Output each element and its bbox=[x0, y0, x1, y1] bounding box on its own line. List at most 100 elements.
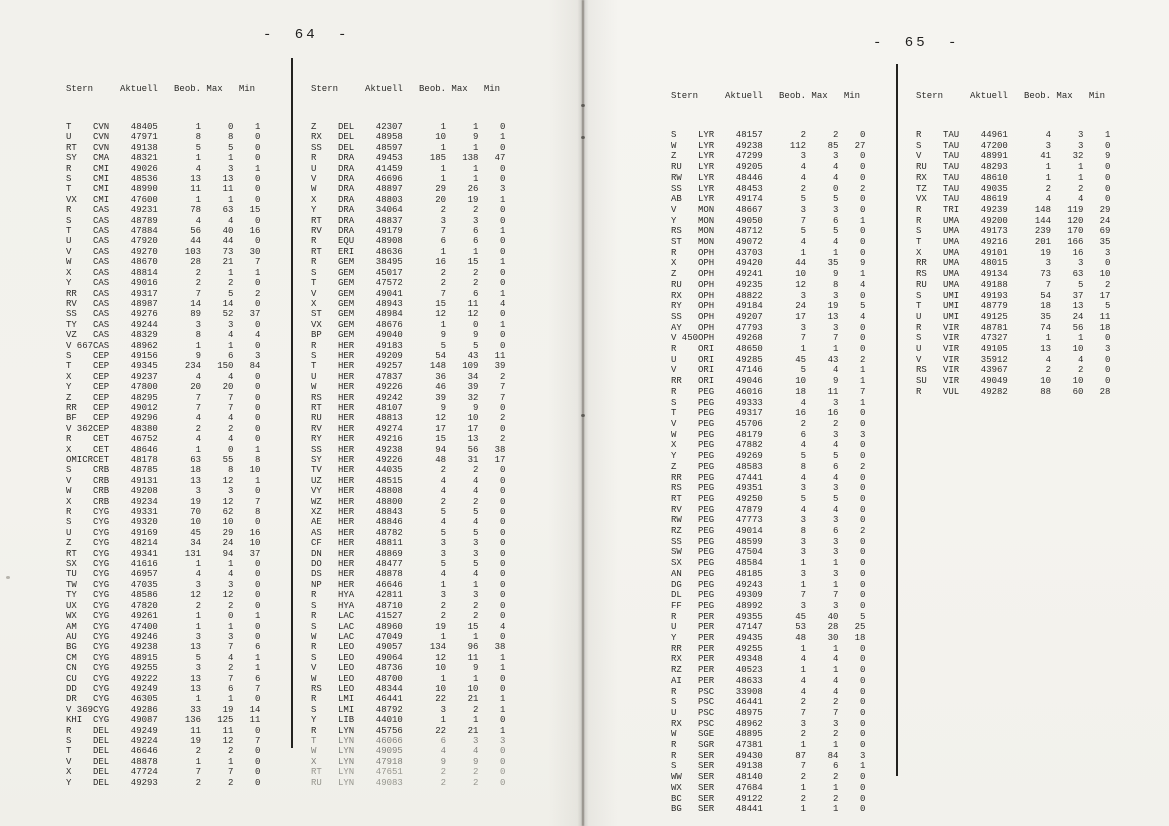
table-row: RY HER 49216 15 13 2 bbox=[311, 434, 506, 445]
table-row: RT CVN 49138 5 5 0 bbox=[66, 142, 261, 153]
table-row: VY HER 48808 4 4 0 bbox=[311, 486, 506, 497]
table-row: V CRB 49131 13 12 1 bbox=[66, 475, 261, 486]
table-row: SS OPH 49207 17 13 4 bbox=[671, 311, 866, 322]
table-row: BP GEM 49040 9 9 0 bbox=[311, 330, 506, 341]
table-row: DL PEG 49309 7 7 0 bbox=[671, 590, 866, 601]
table-row: AM CYG 47400 1 1 0 bbox=[66, 621, 261, 632]
table-row: UX CYG 47820 2 2 0 bbox=[66, 600, 261, 611]
table-row: AE HER 48846 4 4 0 bbox=[311, 517, 506, 528]
table-row: RX TAU 48610 1 1 0 bbox=[916, 172, 1111, 183]
table-row: Z CEP 48295 7 7 0 bbox=[66, 392, 261, 403]
table-row: RX PSC 48962 3 3 0 bbox=[671, 718, 866, 729]
table-row: Y PER 49435 48 30 18 bbox=[671, 633, 866, 644]
table-row: RS PEG 49351 3 3 0 bbox=[671, 483, 866, 494]
table-row: RT CYG 49341 131 94 37 bbox=[66, 548, 261, 559]
table-row: R TRI 49239 148 119 29 bbox=[916, 204, 1111, 215]
table-row: R UMA 49200 144 120 24 bbox=[916, 215, 1111, 226]
table-row: CF HER 48811 3 3 0 bbox=[311, 538, 506, 549]
table-row: T HER 49257 148 109 39 bbox=[311, 361, 506, 372]
table-row: R CET 46752 4 4 0 bbox=[66, 434, 261, 445]
table-row: TY CAS 49244 3 3 0 bbox=[66, 319, 261, 330]
table-row: S LEO 49064 12 11 1 bbox=[311, 652, 506, 663]
table-row: SY CMA 48321 1 1 0 bbox=[66, 153, 261, 164]
table-row: S CEP 49156 9 6 3 bbox=[66, 350, 261, 361]
table-row: Z DEL 42307 1 1 0 bbox=[311, 122, 506, 132]
table-row: ST GEM 48984 12 12 0 bbox=[311, 309, 506, 320]
table-row: U VIR 49105 13 10 3 bbox=[916, 344, 1111, 355]
table-row: U PER 47147 53 28 25 bbox=[671, 622, 866, 633]
table-row: RS HER 49242 39 32 7 bbox=[311, 392, 506, 403]
table-row: S SER 49138 7 6 1 bbox=[671, 761, 866, 772]
table-row: RR PEG 47441 4 4 0 bbox=[671, 472, 866, 483]
table-row: S UMA 49173 239 170 69 bbox=[916, 226, 1111, 237]
table-row: NP HER 46646 1 1 0 bbox=[311, 579, 506, 590]
table-row: Z LYR 47299 3 3 0 bbox=[671, 151, 866, 162]
table-row: T LYN 46066 6 3 3 bbox=[311, 735, 506, 746]
table-row: VX GEM 48676 1 0 1 bbox=[311, 319, 506, 330]
table-row: V MON 48667 3 3 0 bbox=[671, 204, 866, 215]
table-row: UZ HER 48515 4 4 0 bbox=[311, 475, 506, 486]
table-row: T DEL 46646 2 2 0 bbox=[66, 746, 261, 757]
table-row: R LAC 41527 2 2 0 bbox=[311, 611, 506, 622]
table-row: S HYA 48710 2 2 0 bbox=[311, 600, 506, 611]
table-row: X DEL 47724 7 7 0 bbox=[66, 767, 261, 778]
table-row: T UMA 49216 201 166 35 bbox=[916, 237, 1111, 248]
table-row: Z PEG 48583 8 6 2 bbox=[671, 461, 866, 472]
table-row: Y DEL 49293 2 2 0 bbox=[66, 777, 261, 788]
table-row: AI PER 48633 4 4 0 bbox=[671, 675, 866, 686]
table-row: S CYG 49320 10 10 0 bbox=[66, 517, 261, 528]
scan-speck bbox=[6, 576, 10, 579]
table-row: RX DEL 48958 10 9 1 bbox=[311, 132, 506, 143]
table-row: V TAU 48991 41 32 9 bbox=[916, 151, 1111, 162]
table-row: DR CYG 46305 1 1 0 bbox=[66, 694, 261, 705]
table-row: Y CAS 49016 2 2 0 bbox=[66, 278, 261, 289]
table-header: Stern Aktuell Beob. Max Min bbox=[66, 84, 256, 94]
star-table-64-left: Stern Aktuell Beob. Max Min T CVN 48405 … bbox=[66, 64, 260, 808]
table-row: T UMI 48779 18 13 5 bbox=[916, 301, 1111, 312]
table-row: SS LYR 48453 2 0 2 bbox=[671, 183, 866, 194]
table-row: W PEG 48179 6 3 3 bbox=[671, 429, 866, 440]
table-row: V PEG 45706 2 2 0 bbox=[671, 418, 866, 429]
table-row: U DRA 41459 1 1 0 bbox=[311, 163, 506, 174]
star-table-65-left: Stern Aktuell Beob. Max Min S LYR 48157 … bbox=[671, 71, 865, 826]
table-row: VZ CAS 48329 8 4 4 bbox=[66, 330, 261, 341]
table-row: RU TAU 48293 1 1 0 bbox=[916, 162, 1111, 173]
table-row: U UMI 49125 35 24 11 bbox=[916, 311, 1111, 322]
table-row: Z CYG 48214 34 24 10 bbox=[66, 538, 261, 549]
table-row: R CMI 49026 4 3 1 bbox=[66, 163, 261, 174]
table-row: AS HER 48782 5 5 0 bbox=[311, 527, 506, 538]
table-row: AB LYR 49174 5 5 0 bbox=[671, 194, 866, 205]
table-row: R VUL 49282 88 60 28 bbox=[916, 386, 1111, 397]
table-row: DO HER 48477 5 5 0 bbox=[311, 559, 506, 570]
table-row: WW SER 48140 2 2 0 bbox=[671, 772, 866, 783]
table-row: WX CYG 49261 1 0 1 bbox=[66, 611, 261, 622]
table-row: RT HER 48107 9 9 0 bbox=[311, 402, 506, 413]
table-row: DS HER 48878 4 4 0 bbox=[311, 569, 506, 580]
table-row: S HER 49209 54 43 11 bbox=[311, 350, 506, 361]
table-row: W SGE 48895 2 2 0 bbox=[671, 729, 866, 740]
table-row: SS HER 49238 94 56 38 bbox=[311, 444, 506, 455]
table-row: Y PEG 49269 5 5 0 bbox=[671, 451, 866, 462]
table-rows: Z DEL 42307 1 1 0 RX DEL 48958 10 9 1 SS D… bbox=[311, 122, 505, 788]
binding-gutter-line bbox=[582, 0, 584, 826]
table-row: R TAU 44961 4 3 1 bbox=[916, 130, 1111, 140]
table-row: R PER 49355 45 40 5 bbox=[671, 611, 866, 622]
table-row: S LAC 48960 19 15 4 bbox=[311, 621, 506, 632]
table-row: S CAS 48789 4 4 0 bbox=[66, 215, 261, 226]
table-row: R HER 49183 5 5 0 bbox=[311, 340, 506, 351]
table-row: RU LYN 49083 2 2 0 bbox=[311, 777, 506, 788]
table-row: W DRA 48897 29 26 3 bbox=[311, 184, 506, 195]
table-header: Stern Aktuell Beob. Max Min bbox=[671, 91, 861, 101]
table-row: DN HER 48869 3 3 0 bbox=[311, 548, 506, 559]
table-row: V DEL 48878 1 1 0 bbox=[66, 756, 261, 767]
table-row: V GEM 49041 7 6 1 bbox=[311, 288, 506, 299]
table-row: X PEG 47882 4 4 0 bbox=[671, 440, 866, 451]
table-row: V CAS 49270 103 73 30 bbox=[66, 246, 261, 257]
table-row: DG PEG 49243 1 1 0 bbox=[671, 579, 866, 590]
table-row: R HYA 42811 3 3 0 bbox=[311, 590, 506, 601]
table-row: R LYN 45756 22 21 1 bbox=[311, 725, 506, 736]
table-row: RT LYN 47651 2 2 0 bbox=[311, 767, 506, 778]
table-row: R ORI 48650 1 1 0 bbox=[671, 344, 866, 355]
